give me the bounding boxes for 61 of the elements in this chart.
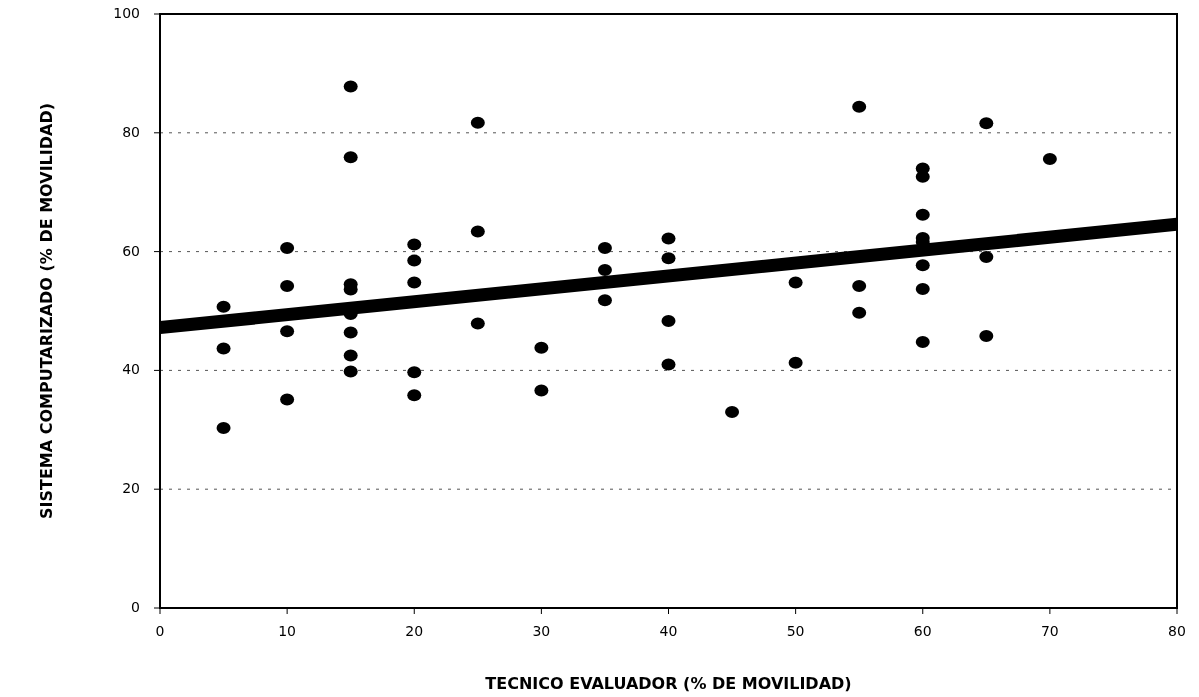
x-tick-label: 70: [1040, 623, 1059, 639]
point: [407, 238, 422, 251]
point: [788, 356, 803, 369]
point: [280, 280, 295, 293]
point: [915, 259, 930, 272]
point: [788, 276, 803, 289]
point: [661, 252, 676, 265]
point: [979, 250, 994, 263]
point: [343, 365, 358, 378]
x-tick-label: 50: [786, 623, 805, 639]
point: [280, 242, 295, 255]
point: [407, 254, 422, 267]
point: [470, 317, 485, 330]
x-tick-label: 60: [913, 623, 932, 639]
point: [470, 225, 485, 238]
y-tick-label: 60: [122, 242, 140, 259]
point: [280, 393, 295, 406]
point: [597, 242, 612, 255]
point: [216, 342, 231, 355]
point: [597, 294, 612, 307]
point: [470, 116, 485, 129]
point: [915, 283, 930, 296]
point: [407, 276, 422, 289]
point: [216, 300, 231, 313]
x-tick-label: 40: [659, 623, 678, 639]
point: [534, 384, 549, 397]
point: [343, 326, 358, 339]
point: [979, 117, 994, 130]
point: [661, 232, 676, 245]
point: [343, 151, 358, 164]
point: [852, 100, 867, 113]
y-tick-label: 20: [122, 480, 140, 497]
point: [852, 306, 867, 319]
x-tick-label: 20: [405, 623, 424, 639]
point: [852, 280, 867, 293]
point: [280, 325, 295, 338]
point: [725, 405, 740, 418]
point: [979, 329, 994, 342]
point: [915, 335, 930, 348]
point: [597, 264, 612, 277]
point: [534, 341, 549, 354]
point: [661, 358, 676, 371]
y-tick-label: 0: [131, 599, 140, 615]
point: [1042, 152, 1057, 165]
point: [407, 366, 422, 379]
point: [407, 389, 422, 402]
point: [216, 422, 231, 435]
y-axis-title: SISTEMA COMPUTARIZADO (% DE MOVILIDAD): [37, 103, 56, 519]
y-tick-label: 40: [122, 361, 140, 378]
point: [915, 170, 930, 183]
y-tick-label: 100: [113, 5, 140, 21]
x-axis-title: TECNICO EVALUADOR (% DE MOVILIDAD): [485, 674, 852, 693]
x-tick-label: 10: [278, 623, 297, 639]
x-tick-label: 0: [155, 623, 165, 639]
point: [343, 80, 358, 93]
y-tick-label: 80: [122, 123, 140, 140]
point: [343, 349, 358, 362]
x-tick-label: 80: [1168, 623, 1186, 639]
point: [915, 208, 930, 221]
point: [661, 315, 676, 328]
x-tick-label: 30: [532, 623, 551, 639]
